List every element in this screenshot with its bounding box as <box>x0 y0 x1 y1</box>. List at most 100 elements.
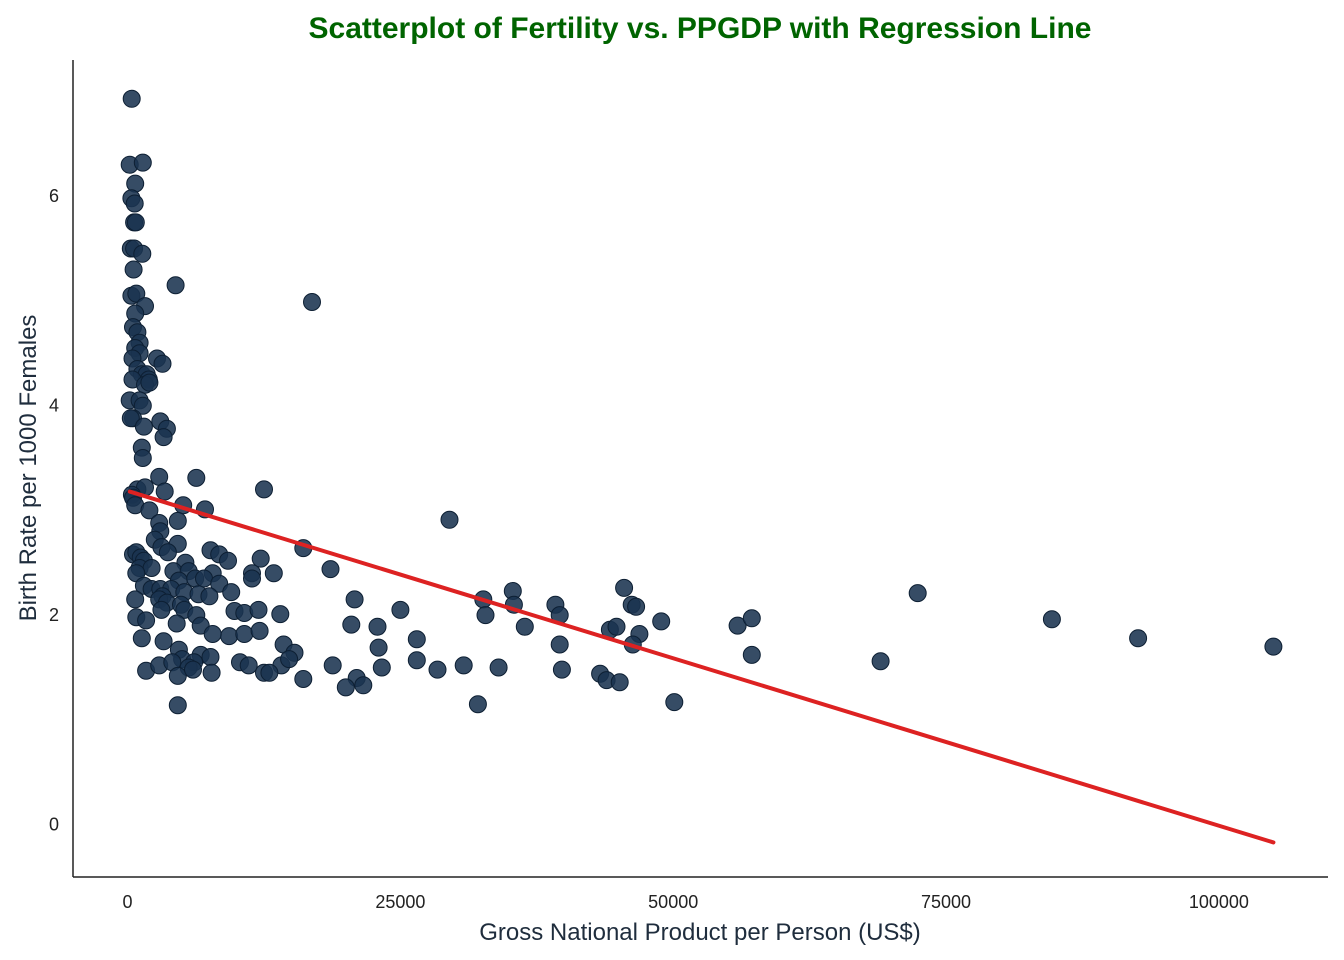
data-point <box>871 652 890 671</box>
data-point <box>321 560 340 579</box>
y-axis-label: Birth Rate per 1000 Females <box>15 315 42 622</box>
data-point <box>610 673 629 692</box>
data-point <box>133 396 152 415</box>
data-point <box>908 584 927 603</box>
data-point <box>239 656 258 675</box>
x-tick-label: 0 <box>123 892 133 912</box>
data-point <box>124 260 143 279</box>
data-point <box>201 648 220 666</box>
data-point <box>154 632 173 651</box>
x-tick-label: 75000 <box>921 892 971 912</box>
data-point <box>203 625 222 643</box>
data-point <box>122 89 141 108</box>
data-point <box>342 615 361 634</box>
data-point <box>134 417 153 436</box>
x-axis-ticks: 0 25000 50000 75000 100000 <box>123 892 1249 912</box>
y-tick-label: 0 <box>49 815 59 835</box>
data-point <box>742 645 761 664</box>
data-point <box>440 510 459 529</box>
data-point <box>166 276 185 295</box>
data-point <box>354 676 373 695</box>
data-point <box>1264 637 1283 656</box>
data-point <box>121 409 140 428</box>
data-point <box>243 569 261 588</box>
data-point <box>303 293 321 311</box>
data-point <box>372 658 391 677</box>
data-point <box>132 629 151 648</box>
data-point <box>742 609 761 628</box>
data-point <box>152 600 171 619</box>
data-point <box>222 583 241 602</box>
data-point <box>515 617 534 636</box>
data-point <box>607 617 626 636</box>
data-point <box>728 616 747 635</box>
data-point <box>407 630 426 649</box>
data-point <box>1129 629 1148 648</box>
data-point <box>294 670 313 688</box>
data-point <box>345 590 364 609</box>
data-point <box>336 678 355 697</box>
data-point <box>627 597 646 616</box>
regression-line <box>127 489 1276 845</box>
data-point <box>187 468 206 487</box>
data-point <box>126 174 145 193</box>
data-point <box>140 501 159 520</box>
data-point <box>140 373 159 392</box>
data-point <box>133 153 152 172</box>
data-point <box>260 663 279 682</box>
data-point <box>552 660 571 679</box>
data-point <box>251 549 270 568</box>
data-point <box>168 696 187 715</box>
data-point <box>200 587 219 606</box>
data-point <box>652 612 671 631</box>
data-point <box>184 660 202 679</box>
data-point <box>235 625 254 643</box>
data-point <box>1042 610 1061 629</box>
x-tick-label: 25000 <box>375 892 425 912</box>
data-point <box>153 354 172 373</box>
data-point <box>133 244 152 263</box>
chart-title: Scatterplot of Fertility vs. PPGDP with … <box>309 12 1092 45</box>
data-point <box>323 656 342 675</box>
data-point <box>158 543 177 562</box>
data-point <box>155 482 174 501</box>
data-point <box>249 600 268 619</box>
data-point <box>202 663 221 682</box>
y-tick-label: 4 <box>49 396 59 416</box>
y-tick-label: 6 <box>49 186 59 206</box>
data-point <box>391 600 410 619</box>
data-point <box>665 693 684 712</box>
data-point <box>369 638 388 657</box>
data-point <box>219 551 237 570</box>
data-point <box>133 449 152 467</box>
data-point <box>264 564 283 583</box>
data-point <box>468 695 487 714</box>
data-point <box>615 578 634 597</box>
x-tick-label: 50000 <box>648 892 698 912</box>
data-point <box>167 614 186 633</box>
data-point <box>126 590 145 609</box>
x-axis-label: Gross National Product per Person (US$) <box>479 919 921 946</box>
data-point <box>168 511 187 530</box>
data-point <box>142 559 161 577</box>
data-point <box>428 660 447 679</box>
data-point <box>550 635 569 654</box>
data-point <box>220 627 239 646</box>
data-point <box>271 605 290 624</box>
data-point <box>280 650 299 669</box>
data-point <box>489 658 508 677</box>
data-point <box>407 651 426 670</box>
data-point <box>126 213 145 232</box>
data-points <box>120 89 1283 715</box>
data-point <box>476 606 495 625</box>
y-tick-label: 2 <box>49 605 59 625</box>
data-point <box>195 569 213 588</box>
y-axis-ticks: 0 2 4 6 <box>49 186 59 834</box>
data-point <box>127 284 146 303</box>
data-point <box>154 428 173 447</box>
data-point <box>125 194 144 213</box>
data-point <box>255 480 273 499</box>
regression-line-layer <box>127 489 1276 845</box>
data-point <box>250 621 269 640</box>
